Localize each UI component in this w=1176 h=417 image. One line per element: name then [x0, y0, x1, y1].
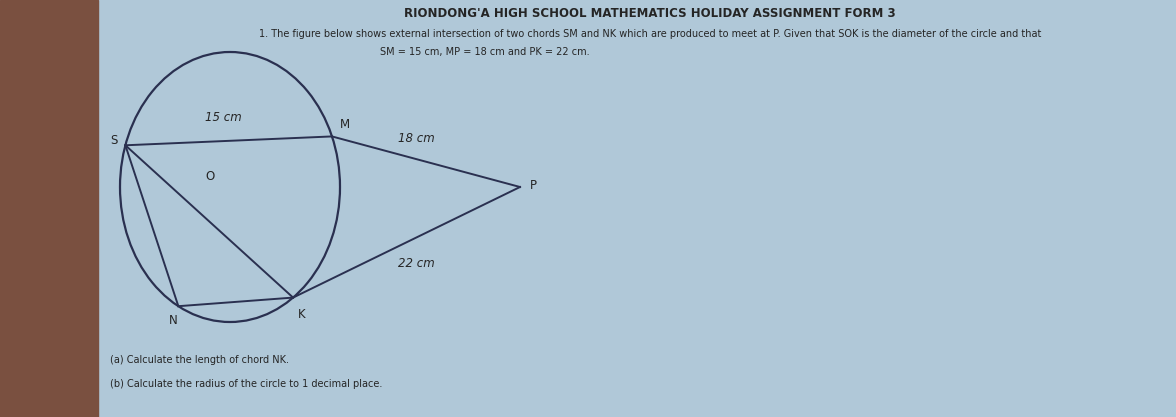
- Text: S: S: [111, 134, 118, 147]
- Text: (b) Calculate the radius of the circle to 1 decimal place.: (b) Calculate the radius of the circle t…: [111, 379, 382, 389]
- Text: N: N: [169, 314, 178, 327]
- Text: SM = 15 cm, MP = 18 cm and PK = 22 cm.: SM = 15 cm, MP = 18 cm and PK = 22 cm.: [380, 47, 589, 57]
- Text: 15 cm: 15 cm: [206, 111, 242, 124]
- Text: K: K: [298, 308, 306, 321]
- Text: M: M: [340, 118, 350, 131]
- Text: (a) Calculate the length of chord NK.: (a) Calculate the length of chord NK.: [111, 355, 289, 365]
- Text: 22 cm: 22 cm: [399, 257, 435, 270]
- Text: 18 cm: 18 cm: [397, 132, 434, 145]
- Text: O: O: [206, 171, 215, 183]
- Text: 1. The figure below shows external intersection of two chords SM and NK which ar: 1. The figure below shows external inter…: [259, 29, 1041, 39]
- Text: RIONDONG'A HIGH SCHOOL MATHEMATICS HOLIDAY ASSIGNMENT FORM 3: RIONDONG'A HIGH SCHOOL MATHEMATICS HOLID…: [405, 7, 896, 20]
- Text: P: P: [530, 178, 537, 191]
